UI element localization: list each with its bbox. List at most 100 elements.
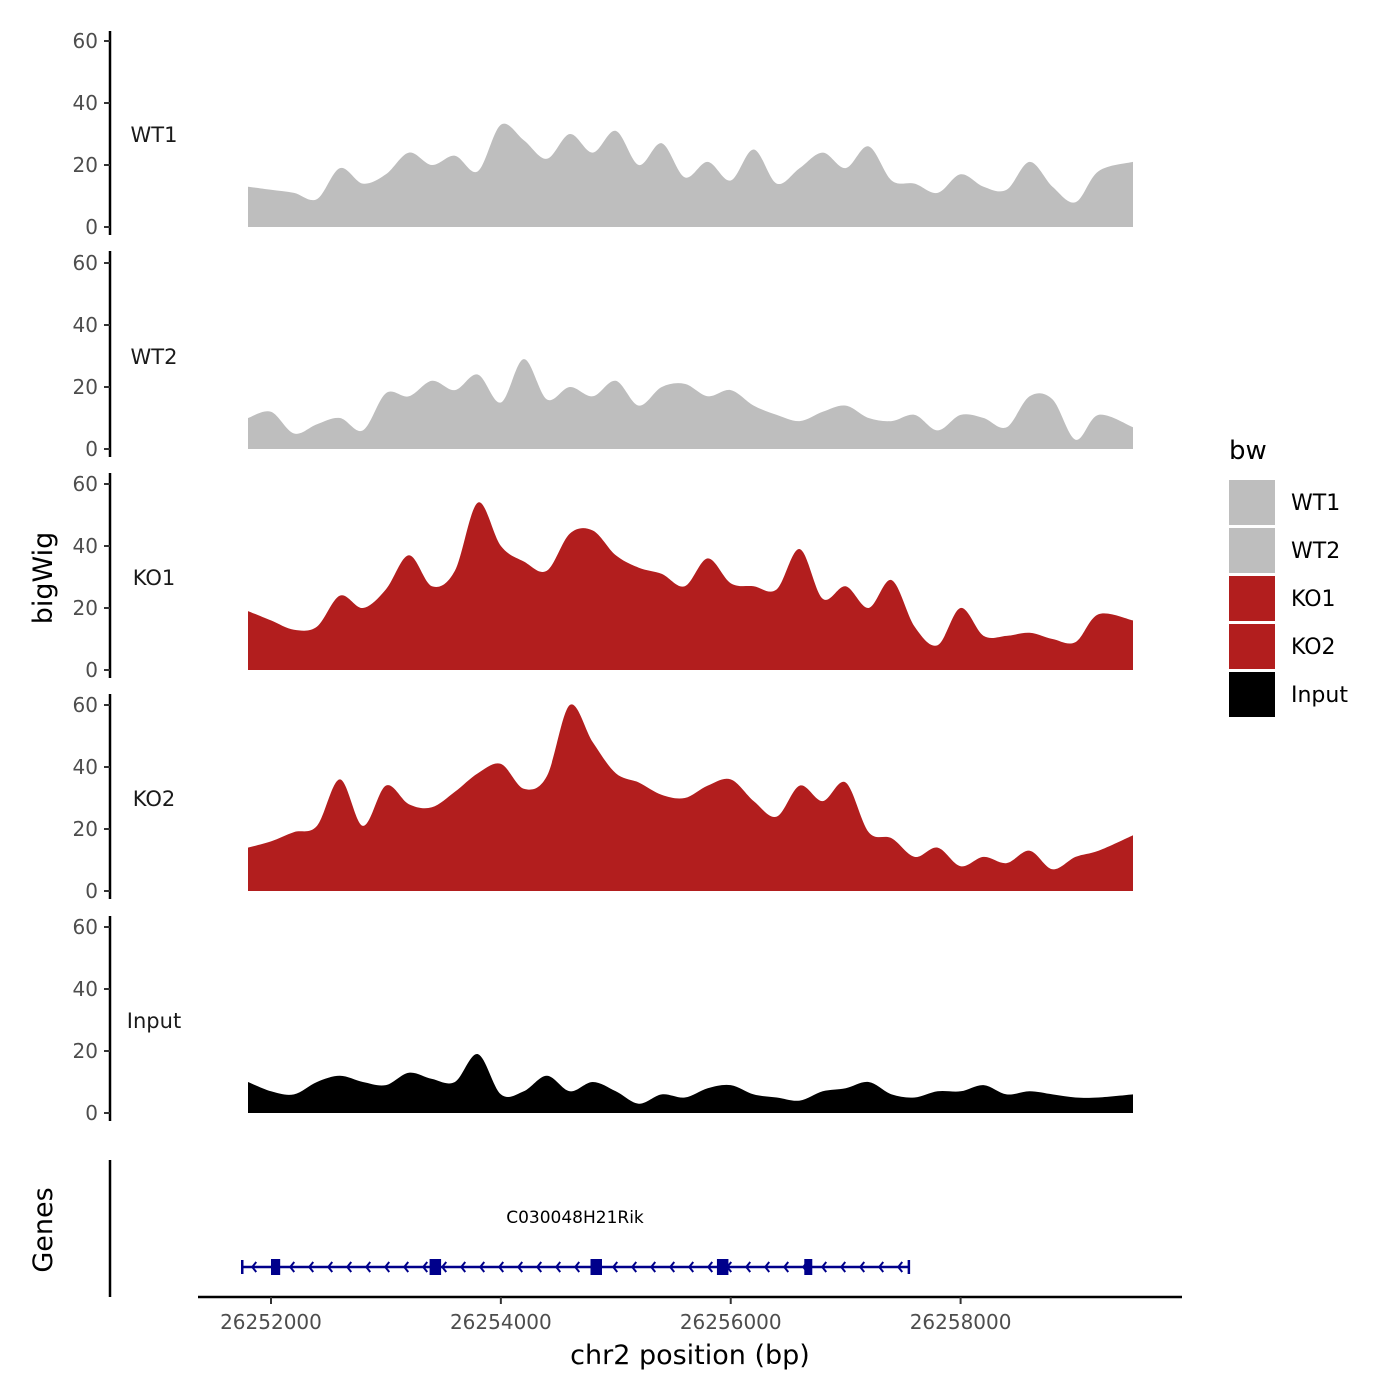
y-tick-label: 20 [73, 1039, 98, 1063]
legend-swatch [1229, 480, 1275, 525]
x-axis-title: chr2 position (bp) [570, 1340, 810, 1371]
legend-swatch [1229, 672, 1275, 717]
gene-exon [270, 1259, 281, 1275]
track-label-ko2: KO2 [133, 787, 176, 811]
legend-title: bw [1229, 436, 1267, 466]
legend-item-ko1[interactable]: KO1 [1229, 576, 1336, 621]
strand-chevron [364, 1261, 372, 1273]
legend-label: WT2 [1291, 539, 1340, 564]
strand-chevron [326, 1261, 334, 1273]
gene-name-label: C030048H21Rik [506, 1208, 644, 1228]
strand-chevron [782, 1261, 790, 1273]
y-tick-label: 0 [85, 879, 98, 903]
legend-swatch [1229, 576, 1275, 621]
y-tick-label: 0 [85, 658, 98, 682]
track-label-wt1: WT1 [131, 123, 178, 147]
legend-item-wt2[interactable]: WT2 [1229, 528, 1340, 573]
gene-exon [804, 1259, 813, 1275]
strand-chevron [288, 1261, 296, 1273]
strand-chevron [554, 1261, 562, 1273]
y-tick-label: 40 [73, 534, 98, 558]
y-tick-label: 0 [85, 215, 98, 239]
strand-chevron [402, 1261, 410, 1273]
strand-chevron [421, 1261, 429, 1273]
legend-label: Input [1291, 683, 1348, 708]
y-tick-label: 20 [73, 375, 98, 399]
strand-chevron [763, 1261, 771, 1273]
track-label-ko1: KO1 [133, 566, 176, 590]
legend-items: WT1 WT2 KO1 KO2 Input [1229, 480, 1348, 717]
area-wt2 [248, 359, 1133, 449]
strand-chevron [383, 1261, 391, 1273]
strand-chevron [630, 1261, 638, 1273]
y-tick-label: 60 [73, 29, 98, 53]
area-input [248, 1053, 1133, 1113]
track-wt1: 0 20 40 60 WT1 [73, 29, 1133, 239]
strand-chevron [668, 1261, 676, 1273]
legend-label: KO2 [1291, 635, 1336, 660]
gene-exon [590, 1259, 602, 1275]
strand-chevron [820, 1261, 828, 1273]
y-tick-label: 40 [73, 91, 98, 115]
y-tick-label: 40 [73, 313, 98, 337]
y-axis-title: bigWig [28, 532, 59, 625]
genes-track-title: Genes [28, 1187, 59, 1272]
legend-item-ko2[interactable]: KO2 [1229, 624, 1336, 669]
legend-item-wt1[interactable]: WT1 [1229, 480, 1340, 525]
strand-chevron [744, 1261, 752, 1273]
strand-chevron [307, 1261, 315, 1273]
legend-swatch [1229, 528, 1275, 573]
track-label-wt2: WT2 [131, 345, 178, 369]
strand-chevron [345, 1261, 353, 1273]
strand-chevron [440, 1261, 448, 1273]
y-tick-label: 60 [73, 251, 98, 275]
track-wt2: 0 20 40 60 WT2 [73, 251, 1133, 461]
y-tick-label: 40 [73, 755, 98, 779]
area-ko1 [248, 502, 1133, 670]
strand-chevron [478, 1261, 486, 1273]
track-input: 0 20 40 60 Input [73, 915, 1133, 1125]
gene-exon [716, 1259, 729, 1275]
strand-chevron [459, 1261, 467, 1273]
strand-chevron [516, 1261, 524, 1273]
strand-chevron [611, 1261, 619, 1273]
y-tick-label: 40 [73, 977, 98, 1001]
y-tick-label: 20 [73, 817, 98, 841]
y-tick-label: 20 [73, 596, 98, 620]
x-axis: 26252000 26254000 26256000 26258000 [198, 1295, 1182, 1334]
strand-chevron [839, 1261, 847, 1273]
strand-chevron [250, 1261, 258, 1273]
strand-chevron [858, 1261, 866, 1273]
track-label-input: Input [127, 1009, 181, 1033]
tracks-layer: 0 20 40 60 WT1 0 20 40 60 WT2 0 20 40 60 KO1 0 20 40 60 KO2… [73, 29, 1133, 1125]
x-tick-label: 26258000 [910, 1310, 1012, 1334]
legend-label: KO1 [1291, 587, 1336, 612]
legend-swatch [1229, 624, 1275, 669]
legend[interactable]: bw WT1 WT2 KO1 KO2 Input [1229, 436, 1348, 717]
area-ko2 [248, 704, 1133, 891]
gene-c030048h21rik[interactable]: C030048H21Rik [241, 1208, 911, 1275]
legend-item-input[interactable]: Input [1229, 672, 1348, 717]
strand-chevron [687, 1261, 695, 1273]
track-ko2: 0 20 40 60 KO2 [73, 693, 1133, 903]
strand-chevron [497, 1261, 505, 1273]
gene-exon [429, 1259, 442, 1275]
strand-chevron [649, 1261, 657, 1273]
y-tick-label: 60 [73, 472, 98, 496]
x-tick-label: 26254000 [450, 1310, 552, 1334]
strand-chevron [896, 1261, 904, 1273]
strand-chevron [573, 1261, 581, 1273]
area-wt1 [248, 123, 1133, 227]
x-tick-label: 26252000 [220, 1310, 322, 1334]
y-tick-label: 60 [73, 915, 98, 939]
y-tick-label: 0 [85, 1101, 98, 1125]
legend-label: WT1 [1291, 491, 1340, 516]
x-tick-label: 26256000 [680, 1310, 782, 1334]
strand-chevron [535, 1261, 543, 1273]
y-tick-label: 20 [73, 153, 98, 177]
gene-track: C030048H21Rik [108, 1160, 911, 1297]
strand-chevron [877, 1261, 885, 1273]
y-tick-label: 0 [85, 437, 98, 461]
